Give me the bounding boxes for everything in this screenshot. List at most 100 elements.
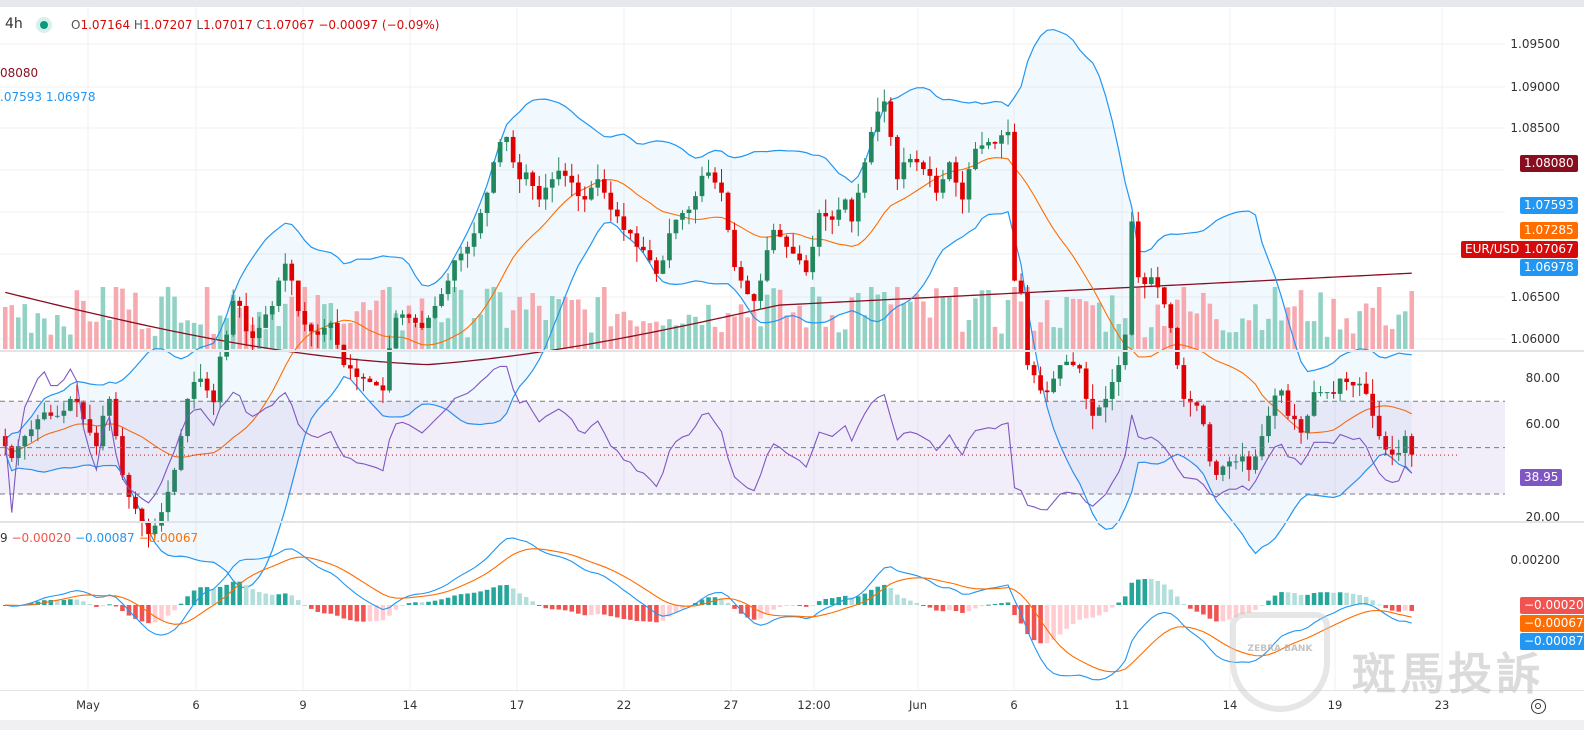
volume-bar [2, 306, 8, 349]
pane-separator[interactable] [0, 350, 1584, 352]
macd-histogram-bar [829, 598, 835, 605]
macd-histogram-bar [348, 605, 353, 621]
volume-bar [582, 309, 588, 349]
candle-body [1363, 383, 1369, 394]
volume-bar [1214, 319, 1219, 349]
candle-body [1168, 304, 1174, 328]
candle-body [836, 209, 842, 220]
volume-bar [673, 325, 679, 349]
candle-body [1272, 395, 1278, 416]
macd-histogram-bar [1207, 605, 1213, 619]
candle-body [927, 169, 933, 176]
candle-body [608, 192, 614, 210]
macd-histogram-bar [302, 604, 308, 606]
volume-bar [1109, 295, 1115, 349]
volume-bar [530, 293, 535, 349]
candle-body [126, 474, 132, 497]
candle-body [282, 263, 288, 281]
pane-separator[interactable] [0, 521, 1584, 523]
candle-body [901, 162, 907, 180]
macd-histogram-bar [888, 587, 894, 605]
volume-bar [634, 326, 640, 349]
candle-body [276, 280, 282, 306]
gear-icon[interactable] [1531, 699, 1546, 714]
candle-body [133, 496, 138, 509]
macd-histogram-bar [992, 604, 998, 606]
macd-histogram-bar [921, 605, 926, 606]
candle-body [1370, 393, 1376, 416]
volume-bar [1142, 337, 1148, 349]
macd-histogram-bar [1396, 605, 1402, 612]
candle-body [1038, 375, 1043, 391]
macd-histogram-bar [777, 605, 783, 607]
macd-histogram-bar [536, 605, 542, 606]
low-label: L [196, 18, 204, 32]
candle-body [921, 162, 926, 170]
macd-histogram-bar [641, 605, 646, 622]
candle-body [204, 378, 210, 391]
volume-bar [699, 324, 705, 349]
candle-body [217, 356, 223, 403]
volume-bar [1188, 311, 1193, 349]
volume-bar [1259, 330, 1265, 349]
macd-histogram-bar [940, 605, 946, 612]
macd-histogram-bar [250, 589, 255, 605]
candle-body [751, 294, 757, 301]
volume-bar [1064, 296, 1069, 349]
volume-bar [992, 326, 998, 349]
candle-body [1201, 405, 1206, 425]
candle-body [1402, 436, 1408, 453]
volume-bar [1201, 292, 1206, 349]
macd-histogram-bar [1168, 589, 1174, 605]
macd-histogram-bar [751, 605, 757, 620]
volume-bar [1103, 331, 1108, 349]
volume-bar [758, 326, 763, 349]
macd-signal-value: −0.00067 [138, 531, 199, 545]
symbol-tag[interactable]: EUR/USD [1461, 241, 1524, 258]
macd-histogram-bar [400, 605, 405, 606]
interval-label[interactable]: 4h [5, 16, 23, 32]
candle-body [1246, 456, 1252, 470]
candle-body [693, 196, 698, 210]
macd-histogram-bar [738, 605, 744, 614]
candle-body [113, 398, 119, 437]
candle-body [41, 412, 47, 420]
volume-bar [458, 289, 464, 349]
volume-bar [1077, 299, 1082, 349]
market-status-icon[interactable] [36, 17, 52, 33]
volume-bar [211, 333, 216, 349]
volume-bar [120, 288, 125, 349]
macd-histogram-bar [120, 605, 125, 612]
price-tick: 1.09000 [1510, 80, 1560, 94]
candle-body [1311, 392, 1317, 416]
volume-bar [1272, 287, 1278, 349]
macd-histogram-bar [328, 605, 334, 614]
volume-bar [1181, 287, 1187, 349]
bb-basis-price-tag: 1.07285 [1520, 222, 1578, 239]
candle-body [1051, 378, 1056, 393]
volume-bar [719, 332, 724, 349]
candle-body [387, 348, 392, 391]
candle-body [237, 300, 243, 306]
price-tick: 1.08500 [1510, 121, 1560, 135]
candle-body [914, 158, 920, 163]
volume-bar [1051, 327, 1056, 349]
status-dot [40, 21, 48, 29]
macd-histogram-bar [784, 605, 789, 606]
macd-histogram-bar [1149, 579, 1154, 605]
candle-body [289, 263, 295, 281]
macd-histogram-bar [1376, 604, 1382, 606]
macd-histogram-bar [823, 598, 828, 605]
volume-bars [2, 287, 1415, 349]
candle-body [706, 172, 711, 176]
candle-body [321, 327, 327, 335]
macd-histogram-bar [1142, 579, 1148, 605]
macd-histogram-bar [764, 605, 770, 615]
candle-body [81, 402, 86, 420]
candle-body [849, 199, 855, 222]
macd-histogram-bar [914, 602, 920, 605]
candle-body [1220, 466, 1226, 475]
macd-histogram-bar [263, 593, 268, 605]
macd-histogram-bar [979, 605, 985, 607]
